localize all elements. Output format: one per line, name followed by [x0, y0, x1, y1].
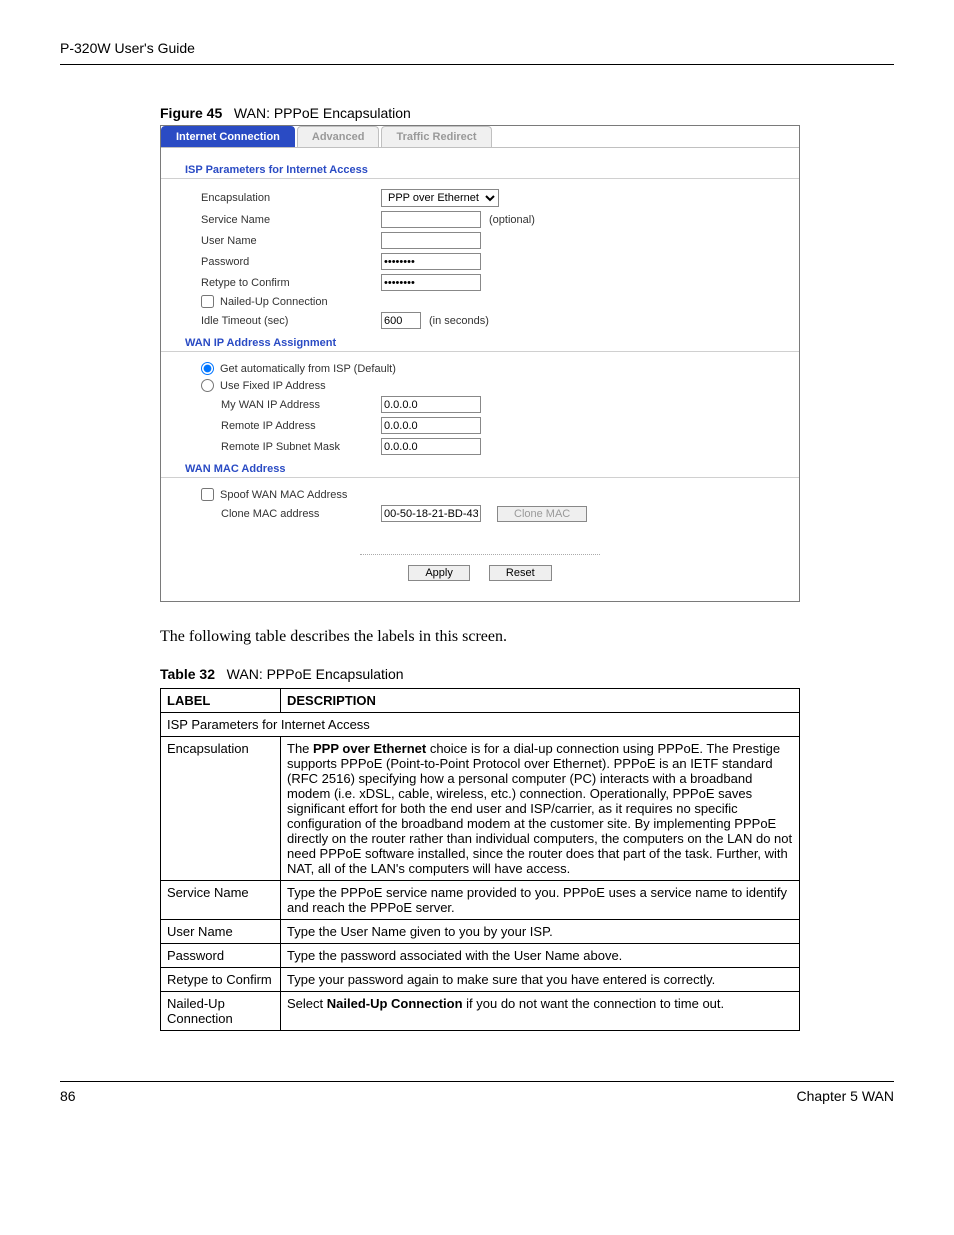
get-auto-label: Get automatically from ISP (Default) [220, 363, 396, 375]
remote-subnet-row: Remote IP Subnet Mask [161, 436, 799, 457]
retype-row: Retype to Confirm [161, 272, 799, 293]
guide-title: P-320W User's Guide [60, 40, 894, 56]
table-section-row: ISP Parameters for Internet Access [161, 713, 800, 737]
get-auto-row: Get automatically from ISP (Default) [161, 360, 799, 377]
table-caption-title: WAN: PPPoE Encapsulation [227, 666, 404, 682]
config-panel: Internet Connection Advanced Traffic Red… [160, 125, 800, 602]
remote-subnet-label: Remote IP Subnet Mask [221, 441, 381, 453]
encapsulation-select[interactable]: PPP over Ethernet [381, 189, 499, 207]
user-name-input[interactable] [381, 232, 481, 249]
tab-bar: Internet Connection Advanced Traffic Red… [161, 126, 799, 148]
table-caption-label: Table 32 [160, 666, 215, 682]
use-fixed-radio[interactable] [201, 379, 214, 392]
tab-traffic-redirect[interactable]: Traffic Redirect [381, 126, 491, 147]
table-row: Password Type the password associated wi… [161, 944, 800, 968]
table-row: Retype to Confirm Type your password aga… [161, 968, 800, 992]
service-name-row: Service Name (optional) [161, 209, 799, 230]
reset-button[interactable]: Reset [489, 565, 552, 581]
retype-label: Retype to Confirm [201, 277, 381, 289]
nailed-up-label: Nailed-Up Connection [220, 296, 328, 308]
figure-caption: Figure 45 WAN: PPPoE Encapsulation [160, 105, 894, 121]
td-label: Nailed-Up Connection [161, 992, 281, 1031]
password-input[interactable] [381, 253, 481, 270]
th-description: DESCRIPTION [281, 689, 800, 713]
use-fixed-row: Use Fixed IP Address [161, 377, 799, 394]
spoof-mac-checkbox[interactable] [201, 488, 214, 501]
remote-ip-input[interactable] [381, 417, 481, 434]
get-auto-radio[interactable] [201, 362, 214, 375]
page-number: 86 [60, 1088, 76, 1104]
panel-body: ISP Parameters for Internet Access Encap… [161, 148, 799, 601]
td-desc: Select Nailed-Up Connection if you do no… [281, 992, 800, 1031]
tab-internet-connection[interactable]: Internet Connection [161, 126, 295, 147]
figure-title: WAN: PPPoE Encapsulation [234, 105, 411, 121]
idle-timeout-label: Idle Timeout (sec) [201, 315, 381, 327]
button-area: Apply Reset [161, 544, 799, 581]
description-table: LABEL DESCRIPTION ISP Parameters for Int… [160, 688, 800, 1031]
remote-ip-label: Remote IP Address [221, 420, 381, 432]
table-row: User Name Type the User Name given to yo… [161, 920, 800, 944]
use-fixed-label: Use Fixed IP Address [220, 380, 326, 392]
user-name-row: User Name [161, 230, 799, 251]
td-label: Retype to Confirm [161, 968, 281, 992]
th-label: LABEL [161, 689, 281, 713]
header-rule [60, 64, 894, 65]
figure-label: Figure 45 [160, 105, 222, 121]
service-name-hint: (optional) [489, 214, 535, 226]
td-desc: Type the password associated with the Us… [281, 944, 800, 968]
spoof-mac-row: Spoof WAN MAC Address [161, 486, 799, 503]
table-row: Encapsulation The PPP over Ethernet choi… [161, 737, 800, 881]
td-label: Password [161, 944, 281, 968]
apply-button[interactable]: Apply [408, 565, 470, 581]
remote-ip-row: Remote IP Address [161, 415, 799, 436]
idle-timeout-input[interactable] [381, 312, 421, 329]
clone-mac-input[interactable] [381, 505, 481, 522]
my-wan-ip-label: My WAN IP Address [221, 399, 381, 411]
encapsulation-row: Encapsulation PPP over Ethernet [161, 187, 799, 209]
nailed-up-checkbox[interactable] [201, 295, 214, 308]
table-row: Service Name Type the PPPoE service name… [161, 881, 800, 920]
td-desc: The PPP over Ethernet choice is for a di… [281, 737, 800, 881]
td-label: User Name [161, 920, 281, 944]
td-label: Service Name [161, 881, 281, 920]
td-label: Encapsulation [161, 737, 281, 881]
body-paragraph: The following table describes the labels… [160, 628, 800, 646]
retype-input[interactable] [381, 274, 481, 291]
isp-section-title: ISP Parameters for Internet Access [161, 162, 799, 179]
service-name-input[interactable] [381, 211, 481, 228]
my-wan-ip-row: My WAN IP Address [161, 394, 799, 415]
footer-rule [60, 1081, 894, 1082]
clone-mac-button[interactable]: Clone MAC [497, 506, 587, 522]
td-desc: Type the PPPoE service name provided to … [281, 881, 800, 920]
password-label: Password [201, 256, 381, 268]
my-wan-ip-input[interactable] [381, 396, 481, 413]
remote-subnet-input[interactable] [381, 438, 481, 455]
clone-mac-label: Clone MAC address [221, 508, 381, 520]
user-name-label: User Name [201, 235, 381, 247]
table-row: Nailed-Up Connection Select Nailed-Up Co… [161, 992, 800, 1031]
spoof-mac-label: Spoof WAN MAC Address [220, 489, 347, 501]
chapter-title: Chapter 5 WAN [796, 1088, 894, 1104]
dotted-rule [360, 554, 600, 555]
td-desc: Type your password again to make sure th… [281, 968, 800, 992]
nailed-up-row: Nailed-Up Connection [161, 293, 799, 310]
table-header-row: LABEL DESCRIPTION [161, 689, 800, 713]
table-caption: Table 32 WAN: PPPoE Encapsulation [160, 666, 894, 682]
td-desc: Type the User Name given to you by your … [281, 920, 800, 944]
table-section-cell: ISP Parameters for Internet Access [161, 713, 800, 737]
encapsulation-label: Encapsulation [201, 192, 381, 204]
wan-mac-section-title: WAN MAC Address [161, 461, 799, 478]
password-row: Password [161, 251, 799, 272]
idle-timeout-hint: (in seconds) [429, 315, 489, 327]
wan-ip-section-title: WAN IP Address Assignment [161, 335, 799, 352]
tab-advanced[interactable]: Advanced [297, 126, 380, 147]
clone-mac-row: Clone MAC address Clone MAC [161, 503, 799, 524]
service-name-label: Service Name [201, 214, 381, 226]
idle-timeout-row: Idle Timeout (sec) (in seconds) [161, 310, 799, 331]
footer: 86 Chapter 5 WAN [60, 1088, 894, 1104]
